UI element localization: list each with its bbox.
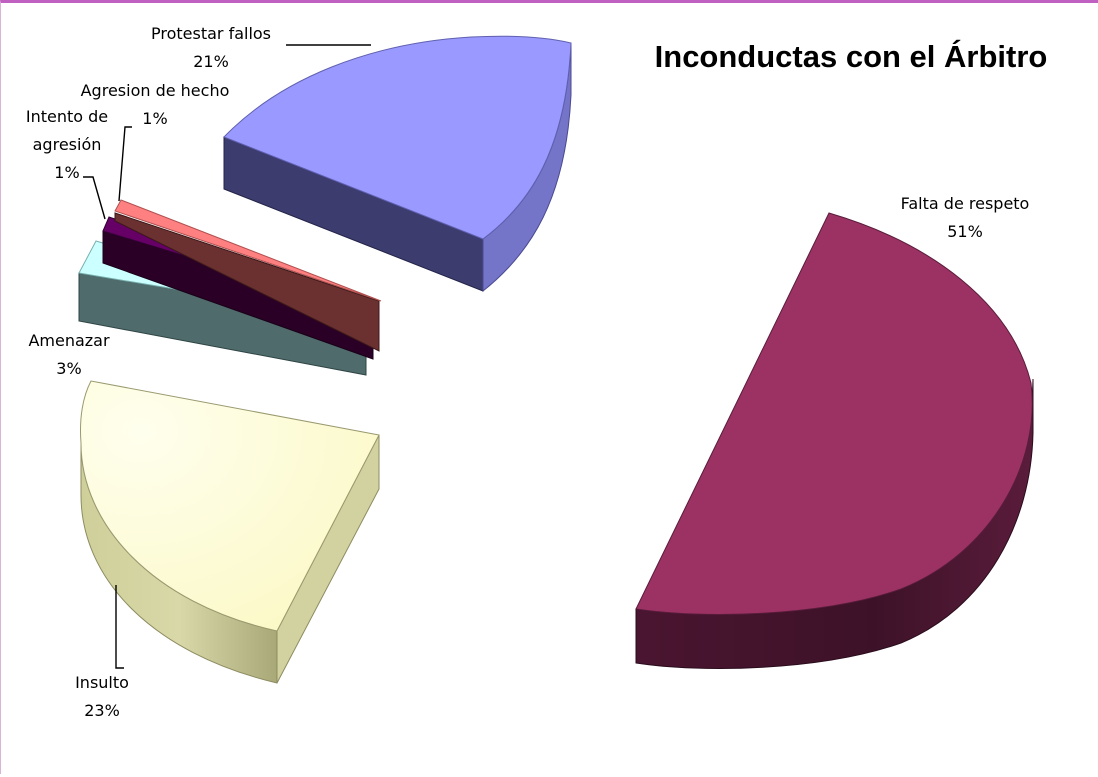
label-protestar-fallos-percent: 21% xyxy=(193,52,229,71)
slice-agresion-de-hecho xyxy=(114,199,382,352)
label-protestar-fallos: Protestar fallos 21% xyxy=(151,24,271,71)
slice-protestar-fallos-top xyxy=(223,35,572,240)
slice-agresion-de-hecho-top xyxy=(114,199,382,302)
leader-insulto xyxy=(115,585,124,669)
label-amenazar-percent: 3% xyxy=(56,359,81,378)
pie-chart: Inconductas con el Árbitro xyxy=(26,24,1048,720)
slice-protestar-fallos xyxy=(223,35,572,293)
slice-falta-de-respeto-top xyxy=(635,212,1033,615)
label-protestar-fallos-name: Protestar fallos xyxy=(151,24,271,43)
label-falta-de-respeto-name: Falta de respeto xyxy=(901,194,1030,213)
label-falta-de-respeto-percent: 51% xyxy=(947,222,983,241)
label-amenazar-name: Amenazar xyxy=(28,331,110,350)
label-insulto: Insulto 23% xyxy=(75,673,129,720)
label-intento-de-agresion-percent: 1% xyxy=(54,163,79,182)
label-agresion-de-hecho-percent: 1% xyxy=(142,109,167,128)
slice-insulto xyxy=(80,380,380,684)
label-insulto-name: Insulto xyxy=(75,673,129,692)
chart-title: Inconductas con el Árbitro xyxy=(655,39,1048,74)
slice-agresion-de-hecho-side xyxy=(114,212,380,352)
label-insulto-percent: 23% xyxy=(84,701,120,720)
leader-agresion-de-hecho xyxy=(118,126,132,202)
slice-falta-de-respeto xyxy=(635,212,1034,669)
slice-insulto-top xyxy=(80,380,380,632)
label-falta-de-respeto: Falta de respeto 51% xyxy=(901,194,1030,241)
label-agresion-de-hecho-name: Agresion de hecho xyxy=(81,81,230,100)
leader-intento-de-agresion xyxy=(83,176,106,220)
label-amenazar: Amenazar 3% xyxy=(28,331,110,378)
label-intento-de-agresion-name2: agresión xyxy=(33,135,102,154)
label-intento-de-agresion-name: Intento de xyxy=(26,107,108,126)
label-agresion-de-hecho: Agresion de hecho 1% xyxy=(81,81,230,128)
label-intento-de-agresion: Intento de agresión 1% xyxy=(26,107,108,182)
